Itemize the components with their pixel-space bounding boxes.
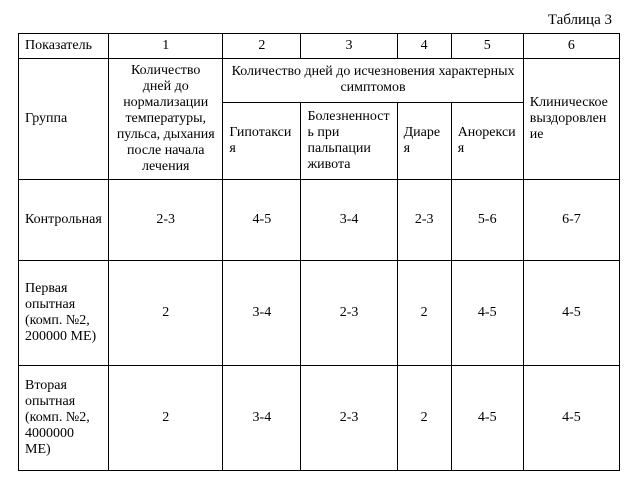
hdr-sub-c2: Гипотаксия <box>223 102 301 179</box>
hdr-merged-desc: Количество дней до исчезновения характер… <box>223 59 523 103</box>
cell: 3-4 <box>223 366 301 471</box>
table-caption: Таблица 3 <box>18 12 612 29</box>
hdr-indicator: Показатель <box>19 34 109 59</box>
cell: 6-7 <box>523 180 619 261</box>
cell: 2-3 <box>109 180 223 261</box>
hdr-col-2: 2 <box>223 34 301 59</box>
header-row-1: Показатель 1 2 3 4 5 6 <box>19 34 620 59</box>
cell: 3-4 <box>223 261 301 366</box>
cell: 4-5 <box>223 180 301 261</box>
cell: 4-5 <box>451 261 523 366</box>
cell: 2-3 <box>397 180 451 261</box>
cell: 4-5 <box>451 366 523 471</box>
data-table: Показатель 1 2 3 4 5 6 Группа Количество… <box>18 33 620 471</box>
cell: 2 <box>397 366 451 471</box>
hdr-col-3: 3 <box>301 34 397 59</box>
hdr-col1-desc: Количество дней до нормализации температ… <box>109 59 223 180</box>
hdr-col-1: 1 <box>109 34 223 59</box>
cell: 2-3 <box>301 261 397 366</box>
cell: 2 <box>109 261 223 366</box>
hdr-col-4: 4 <box>397 34 451 59</box>
hdr-sub-c3: Болезненность при пальпации живота <box>301 102 397 179</box>
cell: 4-5 <box>523 366 619 471</box>
table-row: Вторая опытная (комп. №2, 4000000 МЕ) 2 … <box>19 366 620 471</box>
row-label: Первая опытная (комп. №2, 200000 МЕ) <box>19 261 109 366</box>
cell: 5-6 <box>451 180 523 261</box>
cell: 3-4 <box>301 180 397 261</box>
row-label: Контрольная <box>19 180 109 261</box>
cell: 4-5 <box>523 261 619 366</box>
row-label: Вторая опытная (комп. №2, 4000000 МЕ) <box>19 366 109 471</box>
cell: 2 <box>109 366 223 471</box>
header-row-2: Группа Количество дней до нормализации т… <box>19 59 620 103</box>
hdr-col6-desc: Клиническое выздоровление <box>523 59 619 180</box>
cell: 2 <box>397 261 451 366</box>
table-row: Контрольная 2-3 4-5 3-4 2-3 5-6 6-7 <box>19 180 620 261</box>
hdr-group-label: Группа <box>19 59 109 180</box>
hdr-col-5: 5 <box>451 34 523 59</box>
hdr-sub-c5: Анорексия <box>451 102 523 179</box>
hdr-sub-c4: Диарея <box>397 102 451 179</box>
cell: 2-3 <box>301 366 397 471</box>
table-row: Первая опытная (комп. №2, 200000 МЕ) 2 3… <box>19 261 620 366</box>
hdr-col-6: 6 <box>523 34 619 59</box>
